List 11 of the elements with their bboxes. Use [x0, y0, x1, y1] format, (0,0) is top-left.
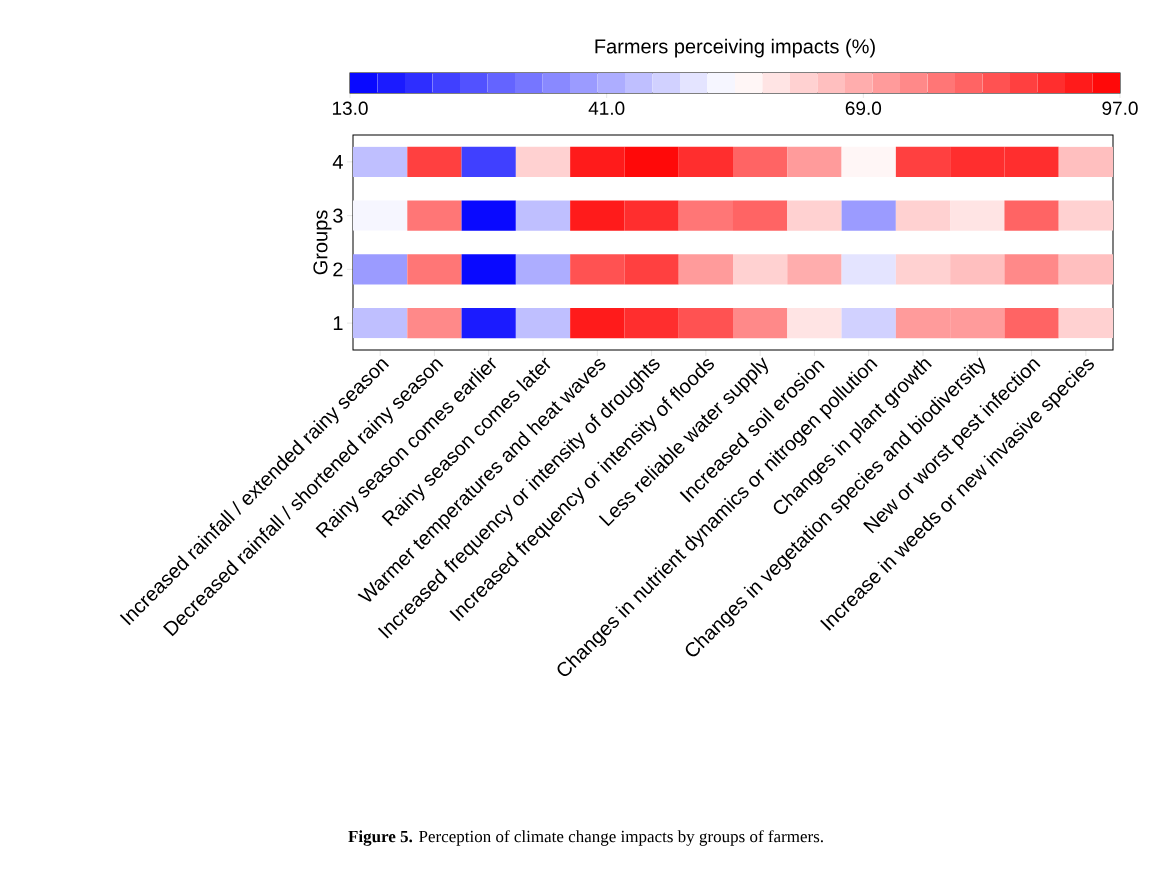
- y-tick-label: 2: [333, 262, 343, 277]
- color-bar-label: 69.0: [845, 101, 882, 115]
- y-tick-label: 1: [333, 316, 343, 330]
- color-bar-label: 13.0: [332, 101, 368, 115]
- color-bar-title: Farmers perceiving impacts (%): [595, 38, 875, 58]
- color-bar-label: 41.0: [588, 101, 625, 115]
- text: Figure 5. Perception of climate change impacts by groups of farmers.: [348, 830, 823, 846]
- y-tick-label: 3: [333, 208, 343, 223]
- y-axis-title: Groups: [313, 210, 332, 275]
- y-tick-label: 4: [332, 154, 343, 169]
- color-bar-label: 97.0: [1102, 101, 1138, 115]
